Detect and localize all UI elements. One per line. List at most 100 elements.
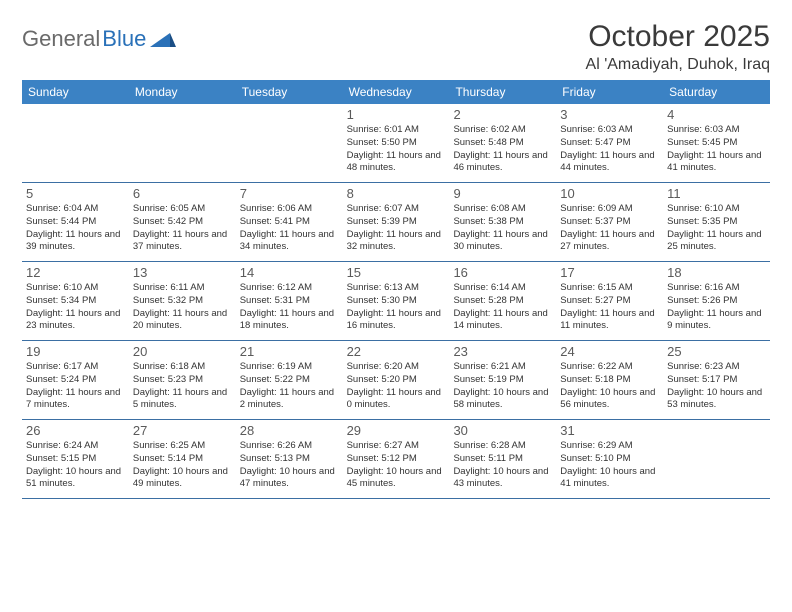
day-cell: 19 Sunrise: 6:17 AMSunset: 5:24 PMDayligh… [22,341,129,419]
day-number: 4 [667,107,766,122]
day-cell: 27 Sunrise: 6:25 AMSunset: 5:14 PMDayligh… [129,420,236,498]
day-number: 7 [240,186,339,201]
day-number: 17 [560,265,659,280]
calendar-page: GeneralBlue October 2025 Al 'Amadiyah, D… [0,0,792,509]
day-cell: 9 Sunrise: 6:08 AMSunset: 5:38 PMDaylight… [449,183,556,261]
day-info: Sunrise: 6:15 AMSunset: 5:27 PMDaylight:… [560,282,659,333]
day-number: 12 [26,265,125,280]
day-number: 21 [240,344,339,359]
day-info: Sunrise: 6:17 AMSunset: 5:24 PMDaylight:… [26,361,125,412]
day-info: Sunrise: 6:05 AMSunset: 5:42 PMDaylight:… [133,203,232,254]
day-info: Sunrise: 6:10 AMSunset: 5:35 PMDaylight:… [667,203,766,254]
weekday-header-cell: Wednesday [343,80,450,104]
day-cell: 31 Sunrise: 6:29 AMSunset: 5:10 PMDayligh… [556,420,663,498]
day-cell: 13Sunrise: 6:11 AMSunset: 5:32 PMDayligh… [129,262,236,340]
day-cell [663,420,770,498]
weekday-header-cell: Saturday [663,80,770,104]
day-cell: 5 Sunrise: 6:04 AMSunset: 5:44 PMDaylight… [22,183,129,261]
day-number: 8 [347,186,446,201]
weekday-header-cell: Thursday [449,80,556,104]
day-info: Sunrise: 6:16 AMSunset: 5:26 PMDaylight:… [667,282,766,333]
day-cell: 22 Sunrise: 6:20 AMSunset: 5:20 PMDayligh… [343,341,450,419]
day-number: 10 [560,186,659,201]
week-row: 19 Sunrise: 6:17 AMSunset: 5:24 PMDayligh… [22,341,770,420]
day-cell [236,104,343,182]
day-number: 11 [667,186,766,201]
day-cell: 25 Sunrise: 6:23 AMSunset: 5:17 PMDayligh… [663,341,770,419]
weekday-header-cell: Friday [556,80,663,104]
day-number: 3 [560,107,659,122]
day-number: 31 [560,423,659,438]
day-cell: 10 Sunrise: 6:09 AMSunset: 5:37 PMDayligh… [556,183,663,261]
weekday-header-cell: Tuesday [236,80,343,104]
day-number: 14 [240,265,339,280]
day-cell: 15 Sunrise: 6:13 AMSunset: 5:30 PMDayligh… [343,262,450,340]
brand-logo: GeneralBlue [22,20,176,52]
day-number: 6 [133,186,232,201]
day-number: 27 [133,423,232,438]
day-info: Sunrise: 6:03 AMSunset: 5:47 PMDaylight:… [560,124,659,175]
day-info: Sunrise: 6:19 AMSunset: 5:22 PMDaylight:… [240,361,339,412]
day-info: Sunrise: 6:09 AMSunset: 5:37 PMDaylight:… [560,203,659,254]
day-cell [129,104,236,182]
day-info: Sunrise: 6:04 AMSunset: 5:44 PMDaylight:… [26,203,125,254]
day-number: 2 [453,107,552,122]
day-info: Sunrise: 6:14 AMSunset: 5:28 PMDaylight:… [453,282,552,333]
day-info: Sunrise: 6:23 AMSunset: 5:17 PMDaylight:… [667,361,766,412]
day-cell: 21 Sunrise: 6:19 AMSunset: 5:22 PMDayligh… [236,341,343,419]
title-block: October 2025 Al 'Amadiyah, Duhok, Iraq [586,20,770,74]
location-label: Al 'Amadiyah, Duhok, Iraq [586,56,770,74]
day-cell: 28Sunrise: 6:26 AMSunset: 5:13 PMDayligh… [236,420,343,498]
day-number: 28 [240,423,339,438]
day-info: Sunrise: 6:25 AMSunset: 5:14 PMDaylight:… [133,440,232,491]
day-info: Sunrise: 6:20 AMSunset: 5:20 PMDaylight:… [347,361,446,412]
weekday-header-cell: Monday [129,80,236,104]
day-cell: 8Sunrise: 6:07 AMSunset: 5:39 PMDaylight… [343,183,450,261]
day-cell: 24 Sunrise: 6:22 AMSunset: 5:18 PMDayligh… [556,341,663,419]
day-info: Sunrise: 6:18 AMSunset: 5:23 PMDaylight:… [133,361,232,412]
week-row: 26Sunrise: 6:24 AMSunset: 5:15 PMDayligh… [22,420,770,499]
day-number: 26 [26,423,125,438]
day-cell: 4Sunrise: 6:03 AMSunset: 5:45 PMDaylight… [663,104,770,182]
week-row: 12 Sunrise: 6:10 AMSunset: 5:34 PMDayligh… [22,262,770,341]
day-cell: 12 Sunrise: 6:10 AMSunset: 5:34 PMDayligh… [22,262,129,340]
day-cell: 6 Sunrise: 6:05 AMSunset: 5:42 PMDaylight… [129,183,236,261]
weekday-header-cell: Sunday [22,80,129,104]
day-info: Sunrise: 6:29 AMSunset: 5:10 PMDaylight:… [560,440,659,491]
day-cell: 18Sunrise: 6:16 AMSunset: 5:26 PMDayligh… [663,262,770,340]
day-cell [22,104,129,182]
day-number: 15 [347,265,446,280]
day-number: 19 [26,344,125,359]
day-number: 9 [453,186,552,201]
weekday-header-row: SundayMondayTuesdayWednesdayThursdayFrid… [22,80,770,104]
page-header: GeneralBlue October 2025 Al 'Amadiyah, D… [22,20,770,74]
day-cell: 20 Sunrise: 6:18 AMSunset: 5:23 PMDayligh… [129,341,236,419]
day-number: 20 [133,344,232,359]
day-number: 25 [667,344,766,359]
day-number: 16 [453,265,552,280]
day-info: Sunrise: 6:27 AMSunset: 5:12 PMDaylight:… [347,440,446,491]
day-info: Sunrise: 6:01 AMSunset: 5:50 PMDaylight:… [347,124,446,175]
day-number: 22 [347,344,446,359]
day-info: Sunrise: 6:28 AMSunset: 5:11 PMDaylight:… [453,440,552,491]
day-cell: 23 Sunrise: 6:21 AMSunset: 5:19 PMDayligh… [449,341,556,419]
day-info: Sunrise: 6:22 AMSunset: 5:18 PMDaylight:… [560,361,659,412]
day-cell: 26Sunrise: 6:24 AMSunset: 5:15 PMDayligh… [22,420,129,498]
day-cell: 7Sunrise: 6:06 AMSunset: 5:41 PMDaylight… [236,183,343,261]
day-info: Sunrise: 6:21 AMSunset: 5:19 PMDaylight:… [453,361,552,412]
day-info: Sunrise: 6:10 AMSunset: 5:34 PMDaylight:… [26,282,125,333]
day-cell: 30 Sunrise: 6:28 AMSunset: 5:11 PMDayligh… [449,420,556,498]
day-info: Sunrise: 6:12 AMSunset: 5:31 PMDaylight:… [240,282,339,333]
week-row: 5 Sunrise: 6:04 AMSunset: 5:44 PMDaylight… [22,183,770,262]
day-info: Sunrise: 6:08 AMSunset: 5:38 PMDaylight:… [453,203,552,254]
day-cell: 1Sunrise: 6:01 AMSunset: 5:50 PMDaylight… [343,104,450,182]
day-cell: 29Sunrise: 6:27 AMSunset: 5:12 PMDayligh… [343,420,450,498]
day-info: Sunrise: 6:13 AMSunset: 5:30 PMDaylight:… [347,282,446,333]
day-number: 23 [453,344,552,359]
day-number: 30 [453,423,552,438]
day-cell: 17 Sunrise: 6:15 AMSunset: 5:27 PMDayligh… [556,262,663,340]
weeks-container: 1Sunrise: 6:01 AMSunset: 5:50 PMDaylight… [22,104,770,499]
day-number: 24 [560,344,659,359]
day-number: 5 [26,186,125,201]
day-cell: 3 Sunrise: 6:03 AMSunset: 5:47 PMDaylight… [556,104,663,182]
